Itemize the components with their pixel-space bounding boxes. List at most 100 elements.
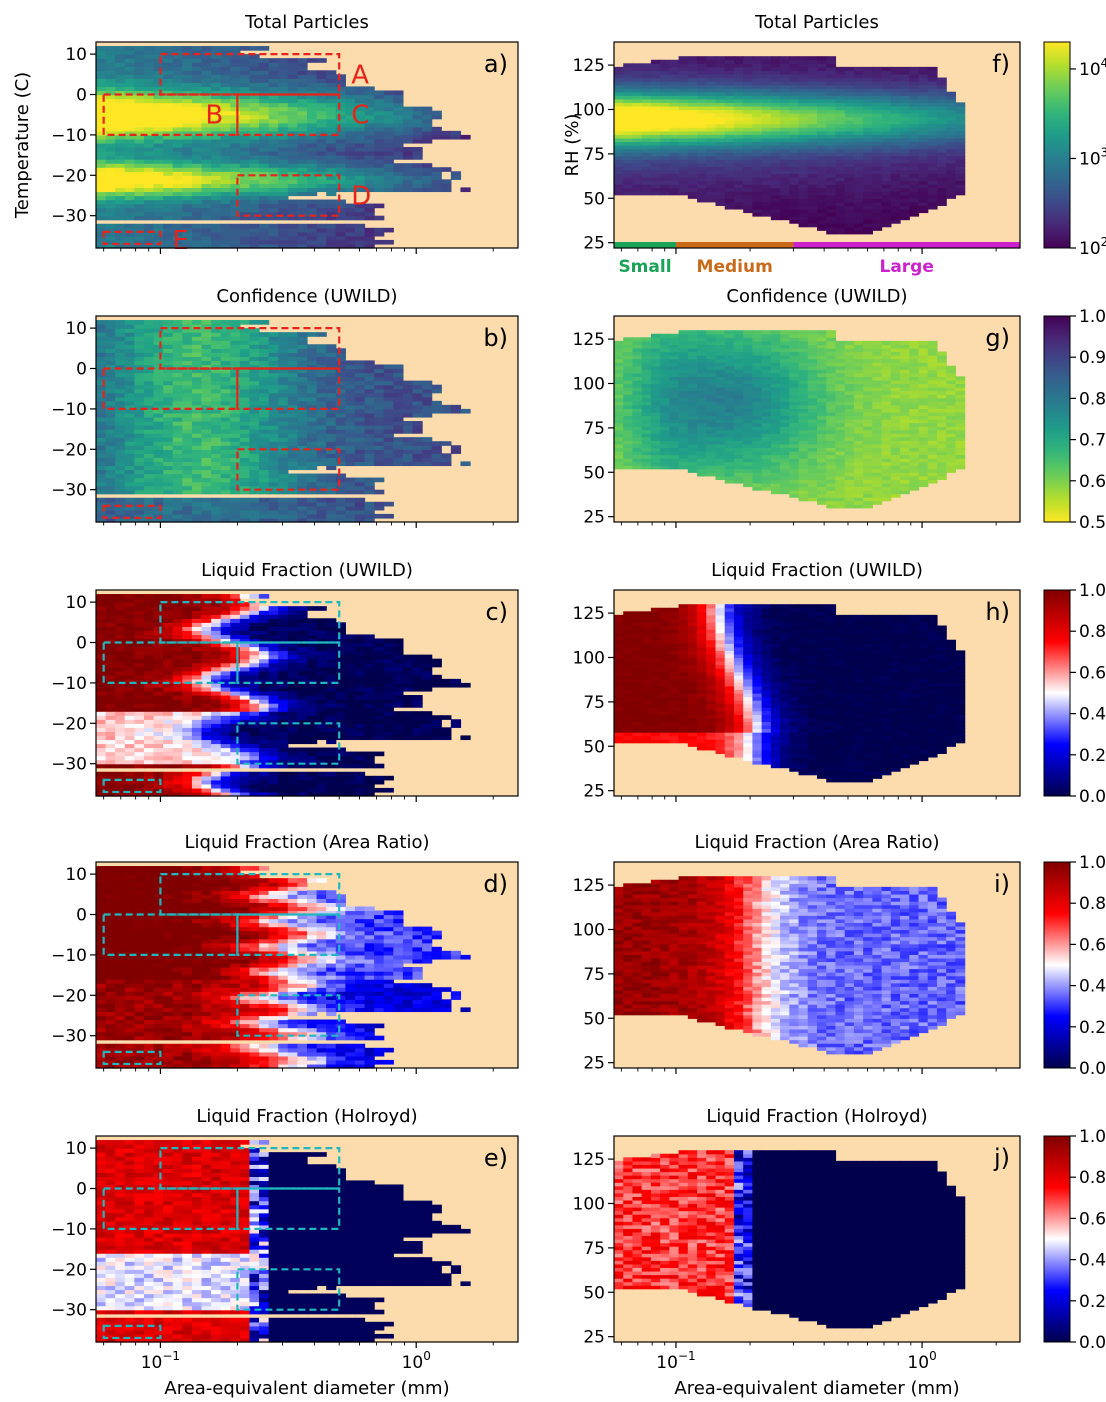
heatmap-cell [172, 372, 183, 378]
heatmap-cell [96, 719, 107, 724]
panel-title-b: Confidence (UWILD) [216, 286, 397, 307]
heatmap-cell [211, 751, 222, 757]
heatmap-cell [230, 634, 241, 640]
heatmap-cell [402, 106, 414, 112]
heatmap-cell [354, 98, 366, 104]
heatmap-cell [326, 416, 337, 422]
heatmap-cell [220, 650, 231, 656]
heatmap-cell [326, 175, 337, 180]
heatmap-cell [153, 975, 164, 980]
heatmap-cell [96, 356, 107, 362]
heatmap-cell [105, 662, 116, 668]
heatmap-cell [316, 227, 327, 233]
heatmap-cell [105, 703, 116, 708]
heatmap-cell [201, 199, 212, 205]
heatmap-cell [211, 348, 222, 353]
heatmap-cell [393, 408, 404, 414]
heatmap-cell [163, 340, 174, 345]
heatmap-cell [134, 324, 145, 329]
heatmap-cell [105, 874, 116, 879]
heatmap-cell [134, 610, 145, 615]
heatmap-cell [307, 106, 318, 112]
heatmap-cell [316, 501, 327, 507]
heatmap-cell [143, 866, 155, 871]
heatmap-cell [143, 618, 155, 623]
heatmap-cell [230, 54, 241, 59]
heatmap-cell [153, 215, 164, 221]
heatmap-cell [412, 171, 423, 176]
heatmap-cell [307, 110, 318, 116]
heatmap-cell [297, 630, 308, 636]
heatmap-cell [326, 223, 337, 229]
heatmap-cell [163, 646, 174, 652]
heatmap-cell [211, 332, 222, 337]
heatmap-cell [422, 666, 433, 672]
heatmap-cell [268, 183, 279, 189]
heatmap-cell [316, 203, 327, 209]
heatmap-cell [201, 122, 212, 128]
heatmap-cell [211, 380, 222, 386]
heatmap-cell [143, 332, 155, 337]
heatmap-cell [134, 392, 145, 398]
heatmap-cell [153, 1011, 164, 1017]
heatmap-cell [211, 509, 222, 515]
heatmap-cell [201, 50, 212, 55]
heatmap-cell [326, 106, 337, 112]
heatmap-cell [345, 372, 356, 378]
heatmap-cell [297, 787, 308, 793]
heatmap-cell [115, 70, 126, 75]
heatmap-cell [335, 622, 346, 627]
heatmap-cell [287, 332, 299, 337]
heatmap-cell [201, 626, 212, 631]
heatmap-cell [278, 686, 289, 692]
heatmap-cell [422, 715, 433, 720]
heatmap-cell [153, 930, 164, 936]
heatmap-cell [182, 110, 193, 116]
heatmap-cell [220, 469, 231, 475]
heatmap-cell [335, 787, 346, 793]
heatmap-cell [182, 747, 193, 753]
heatmap-cell [249, 610, 260, 615]
heatmap-cell [115, 731, 126, 737]
heatmap-cell [115, 404, 126, 410]
heatmap-cell [326, 231, 337, 237]
heatmap-cell [163, 437, 174, 442]
heatmap-cell [268, 618, 279, 623]
heatmap-cell [249, 98, 260, 104]
heatmap-cell [412, 727, 423, 732]
heatmap-cell [153, 1047, 164, 1053]
heatmap-cell [163, 755, 174, 761]
heatmap-cell [307, 485, 318, 491]
heatmap-cell [115, 614, 126, 619]
heatmap-cell [172, 622, 183, 627]
heatmap-cell [153, 707, 164, 712]
heatmap-cell [134, 497, 145, 503]
heatmap-cell [134, 1063, 145, 1069]
heatmap-cell [278, 396, 289, 402]
heatmap-cell [230, 400, 241, 406]
heatmap-cell [191, 102, 203, 108]
heatmap-cell [134, 151, 145, 156]
heatmap-cell [230, 82, 241, 88]
heatmap-cell [96, 211, 107, 217]
heatmap-cell [307, 183, 318, 189]
heatmap-cell [383, 416, 394, 422]
heatmap-cell [153, 642, 164, 648]
heatmap-cell [105, 715, 116, 720]
heatmap-cell [335, 747, 346, 753]
heatmap-cell [335, 106, 346, 112]
heatmap-cell [268, 392, 279, 398]
heatmap-cell [172, 122, 183, 128]
heatmap-cell [259, 747, 270, 753]
heatmap-cell [134, 882, 145, 887]
heatmap-cell [393, 461, 404, 467]
heatmap-cell [134, 991, 145, 996]
heatmap-cell [345, 130, 356, 136]
heatmap-cell [393, 638, 404, 644]
heatmap-cell [163, 94, 174, 100]
heatmap-cell [335, 159, 346, 164]
heatmap-cell [163, 509, 174, 515]
heatmap-cell [402, 396, 414, 402]
heatmap-cell [143, 906, 155, 912]
heatmap-cell [239, 626, 251, 631]
